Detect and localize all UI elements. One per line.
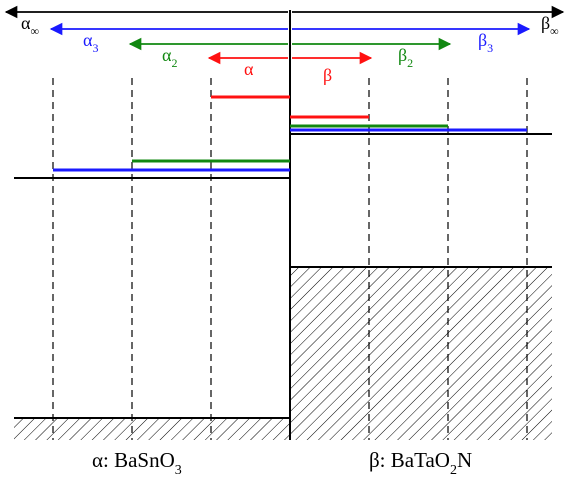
alpha-inf-label: α∞ <box>21 13 39 38</box>
alpha-material-label: α: BaSnO3 <box>92 448 182 478</box>
beta-3-label: β3 <box>478 30 493 55</box>
alpha-2-label: α2 <box>162 45 177 70</box>
beta-valence-hatch <box>290 267 552 440</box>
dashed-guides <box>52 78 528 440</box>
beta-inf-label: β∞ <box>541 13 559 38</box>
beta-material-label: β: BaTaO2N <box>369 448 472 478</box>
alpha-3-label: α3 <box>83 30 98 55</box>
alpha-1-label: α <box>244 59 254 79</box>
beta-2-label: β2 <box>398 45 413 70</box>
beta-1-label: β <box>323 65 332 85</box>
alpha-valence-hatch <box>14 418 290 440</box>
